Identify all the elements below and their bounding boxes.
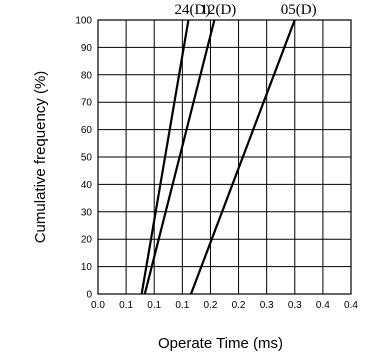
x-tick-label: 0.3 <box>288 300 302 311</box>
y-tick-label: 0 <box>86 290 92 301</box>
y-tick-label: 90 <box>81 43 93 54</box>
y-tick-label: 20 <box>81 235 93 246</box>
series-label-2: 12(D) <box>200 2 236 18</box>
x-tick-label: 0.1 <box>147 300 161 311</box>
grid <box>98 20 351 294</box>
y-tick-label: 80 <box>81 70 93 81</box>
y-tick-label: 60 <box>81 125 93 136</box>
x-tick-label: 0.1 <box>119 300 133 311</box>
x-tick-label: 0.3 <box>260 300 274 311</box>
x-tick-label: 0.2 <box>232 300 246 311</box>
y-tick-label: 100 <box>75 16 92 27</box>
y-tick-labels: 0 10 20 30 40 50 60 70 80 90 100 <box>75 16 92 301</box>
series-labels: 24(D)12(D) 05(D) <box>175 2 317 18</box>
y-tick-label: 50 <box>81 153 93 164</box>
series-line-1 <box>140 19 190 295</box>
series-label-3: 05(D) <box>281 2 317 18</box>
y-tick-label: 10 <box>81 262 93 273</box>
x-tick-label: 0.2 <box>203 300 217 311</box>
series-line-3 <box>189 19 296 295</box>
x-tick-label: 0.4 <box>316 300 330 311</box>
series-label-1: 24(D) <box>175 2 211 18</box>
series-line-2 <box>143 19 216 295</box>
y-axis-title: Cumulative frequency (%) <box>32 71 49 244</box>
x-tick-labels: 0.0 0.1 0.1 0.1 0.2 0.2 0.3 0.3 0.4 0.4 <box>91 300 358 311</box>
series-lines <box>140 19 296 295</box>
x-tick-label: 0.4 <box>344 300 358 311</box>
y-tick-label: 70 <box>81 98 93 109</box>
y-tick-label: 30 <box>81 207 93 218</box>
y-tick-label: 40 <box>81 180 93 191</box>
x-axis-title: Operate Time (ms) <box>158 335 283 352</box>
plot-frame <box>97 19 352 295</box>
x-tick-label: 0.0 <box>91 300 105 311</box>
x-tick-label: 0.1 <box>175 300 189 311</box>
